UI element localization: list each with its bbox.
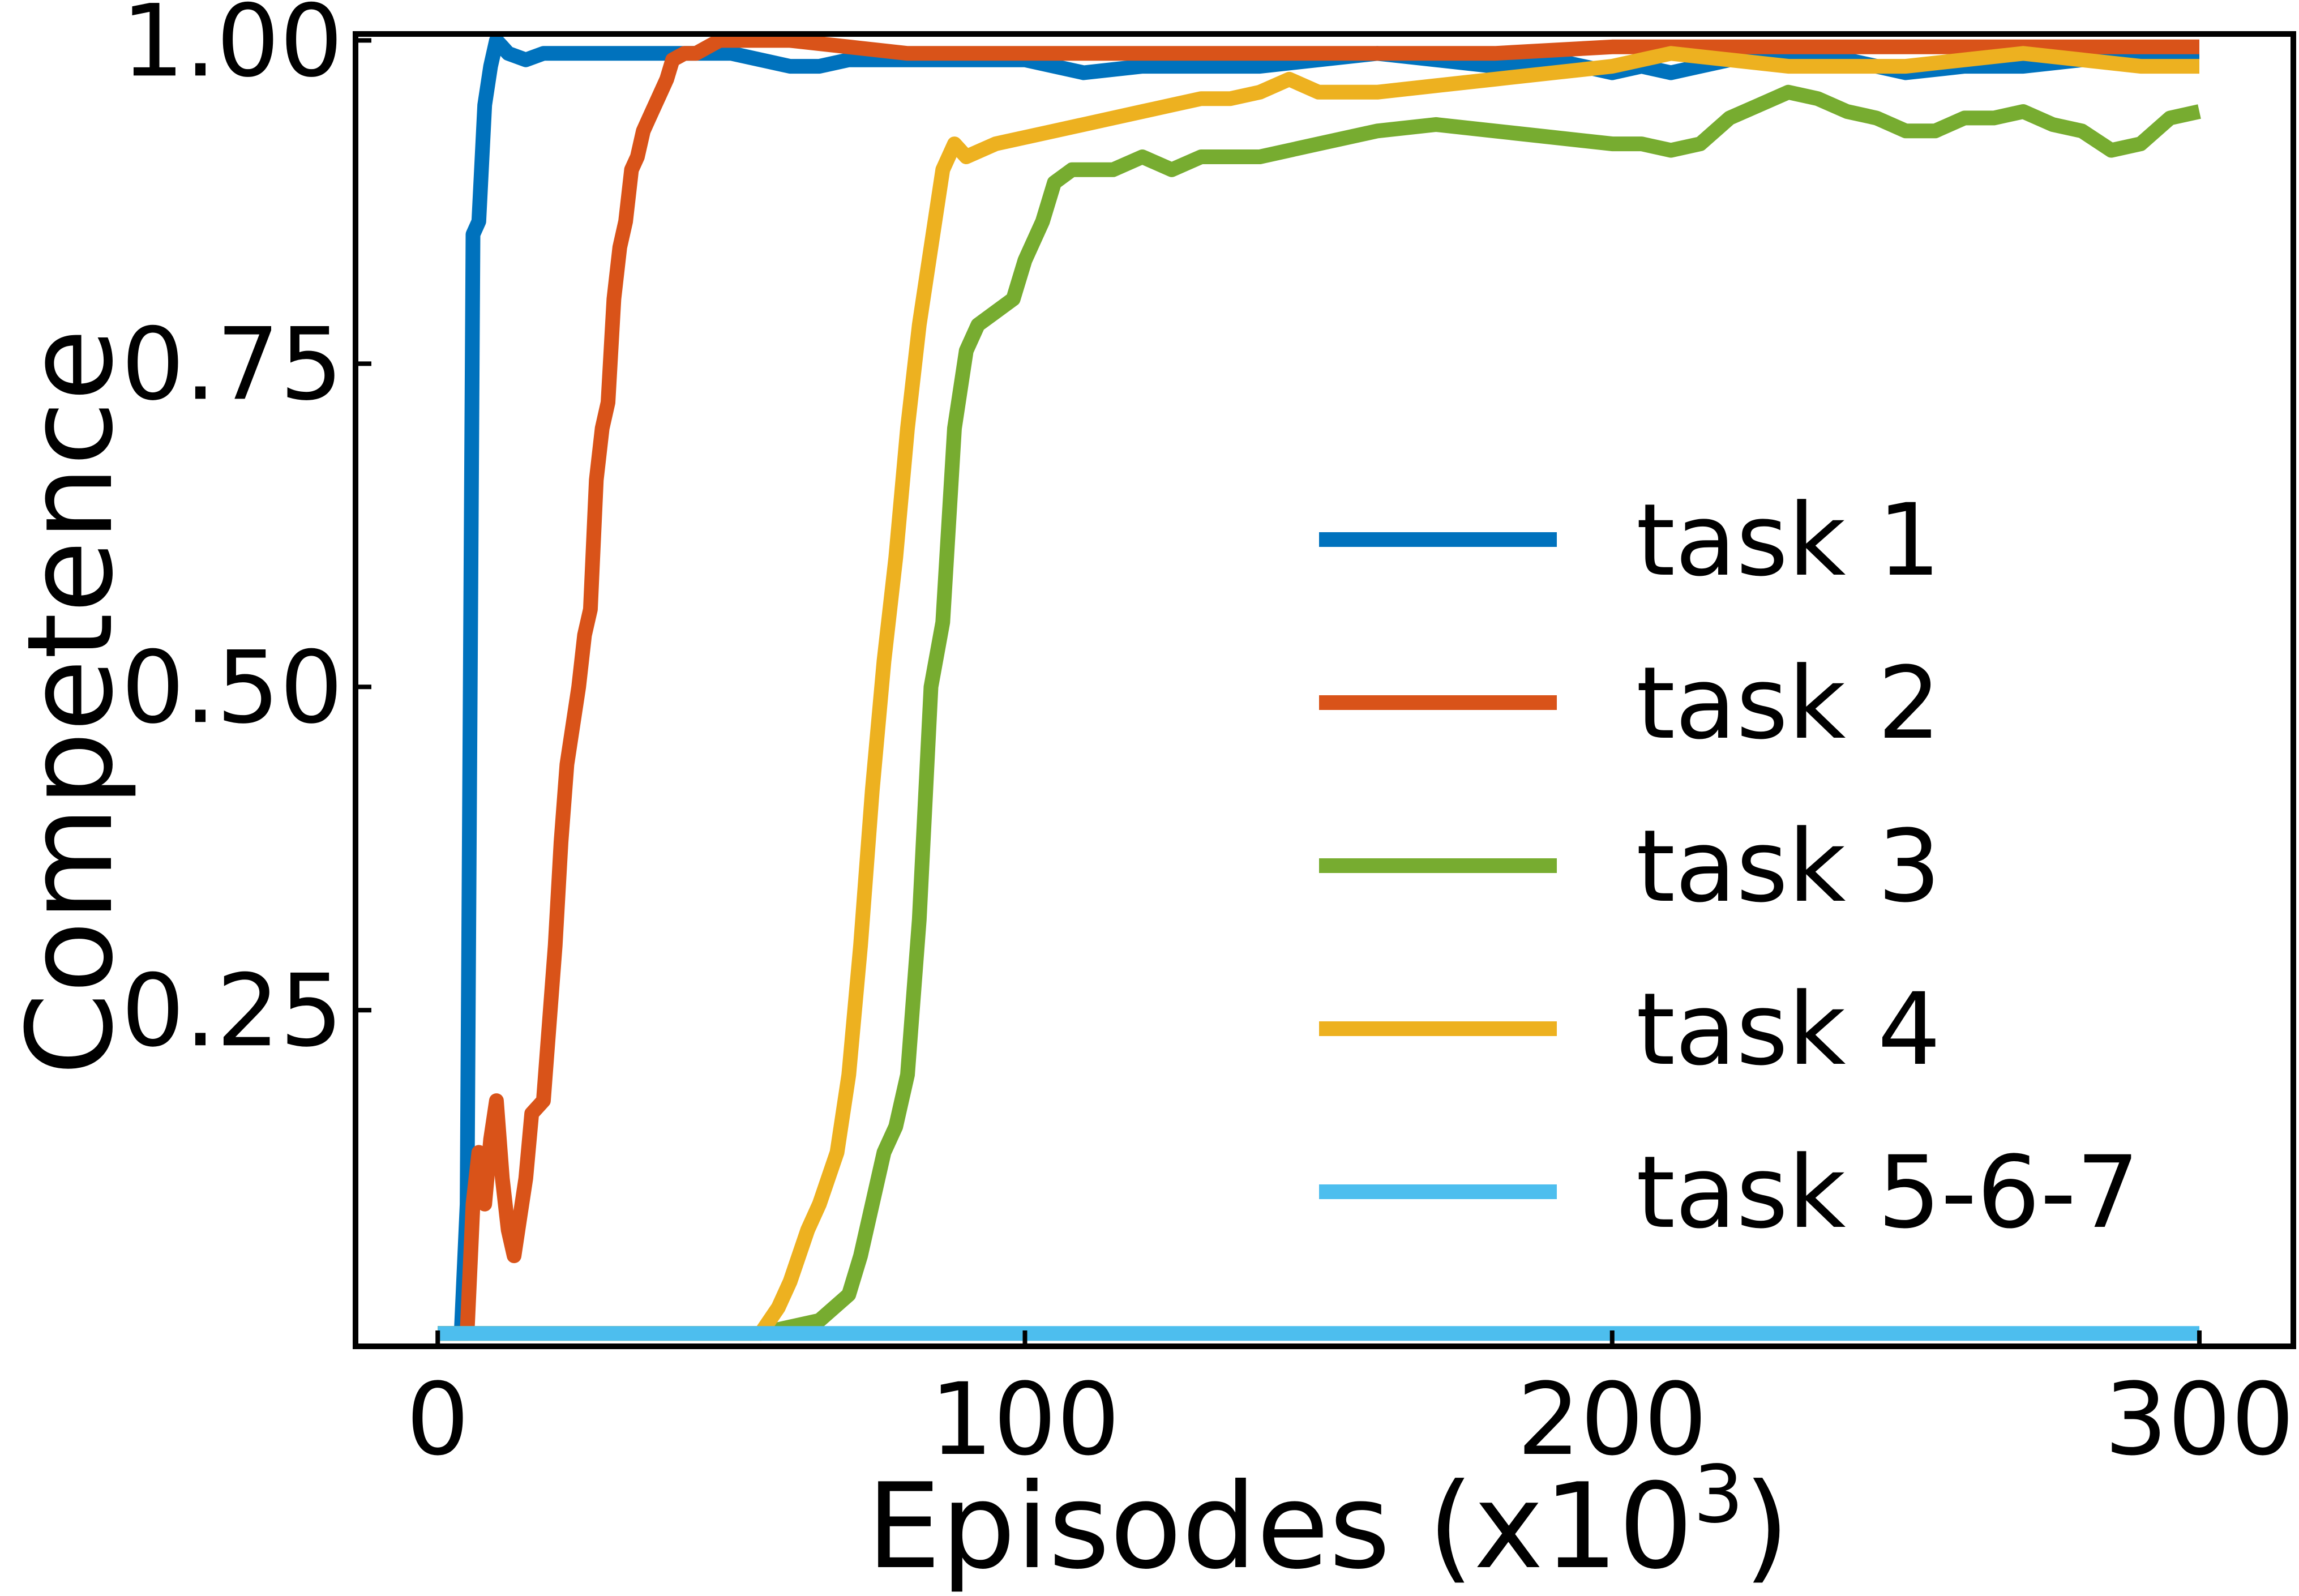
- x-tick-label: 0: [406, 1362, 469, 1478]
- legend-label-4: task 4: [1636, 972, 1941, 1088]
- x-tick-label: 200: [1517, 1362, 1707, 1478]
- x-axis-label-close: ): [1744, 1458, 1789, 1595]
- y-axis-label: Competence: [2, 329, 139, 1076]
- x-axis-label-text: Episodes (x10: [867, 1458, 1693, 1595]
- y-tick-label: 1.00: [121, 0, 343, 99]
- series-layer: [438, 33, 2201, 1341]
- x-tick-label: 300: [2104, 1362, 2294, 1478]
- series-line-4: [438, 46, 2199, 1341]
- plot-frame: [353, 31, 2296, 1349]
- x-axis-label-exponent: 3: [1693, 1449, 1744, 1541]
- x-tick-label: 100: [930, 1362, 1120, 1478]
- tick-labels-layer: 0 100 200 300 0.25 0.50 0.75 1.00: [121, 0, 2294, 1478]
- legend: task 1 task 2 task 3 task 4 task 5-6-7: [1319, 482, 2139, 1251]
- series-line-2: [438, 33, 2199, 1341]
- y-tick-label: 0.50: [121, 630, 343, 746]
- series-line-3: [438, 84, 2201, 1341]
- y-tick-label: 0.75: [121, 306, 343, 422]
- legend-label-3: task 3: [1636, 808, 1941, 925]
- legend-label-2: task 2: [1636, 645, 1941, 761]
- ticks-layer: [356, 38, 2202, 1346]
- x-axis-label: Episodes (x103): [867, 1449, 1790, 1595]
- y-tick-label: 0.25: [121, 953, 343, 1069]
- legend-label-1: task 1: [1636, 482, 1941, 598]
- legend-label-5: task 5-6-7: [1636, 1135, 2139, 1251]
